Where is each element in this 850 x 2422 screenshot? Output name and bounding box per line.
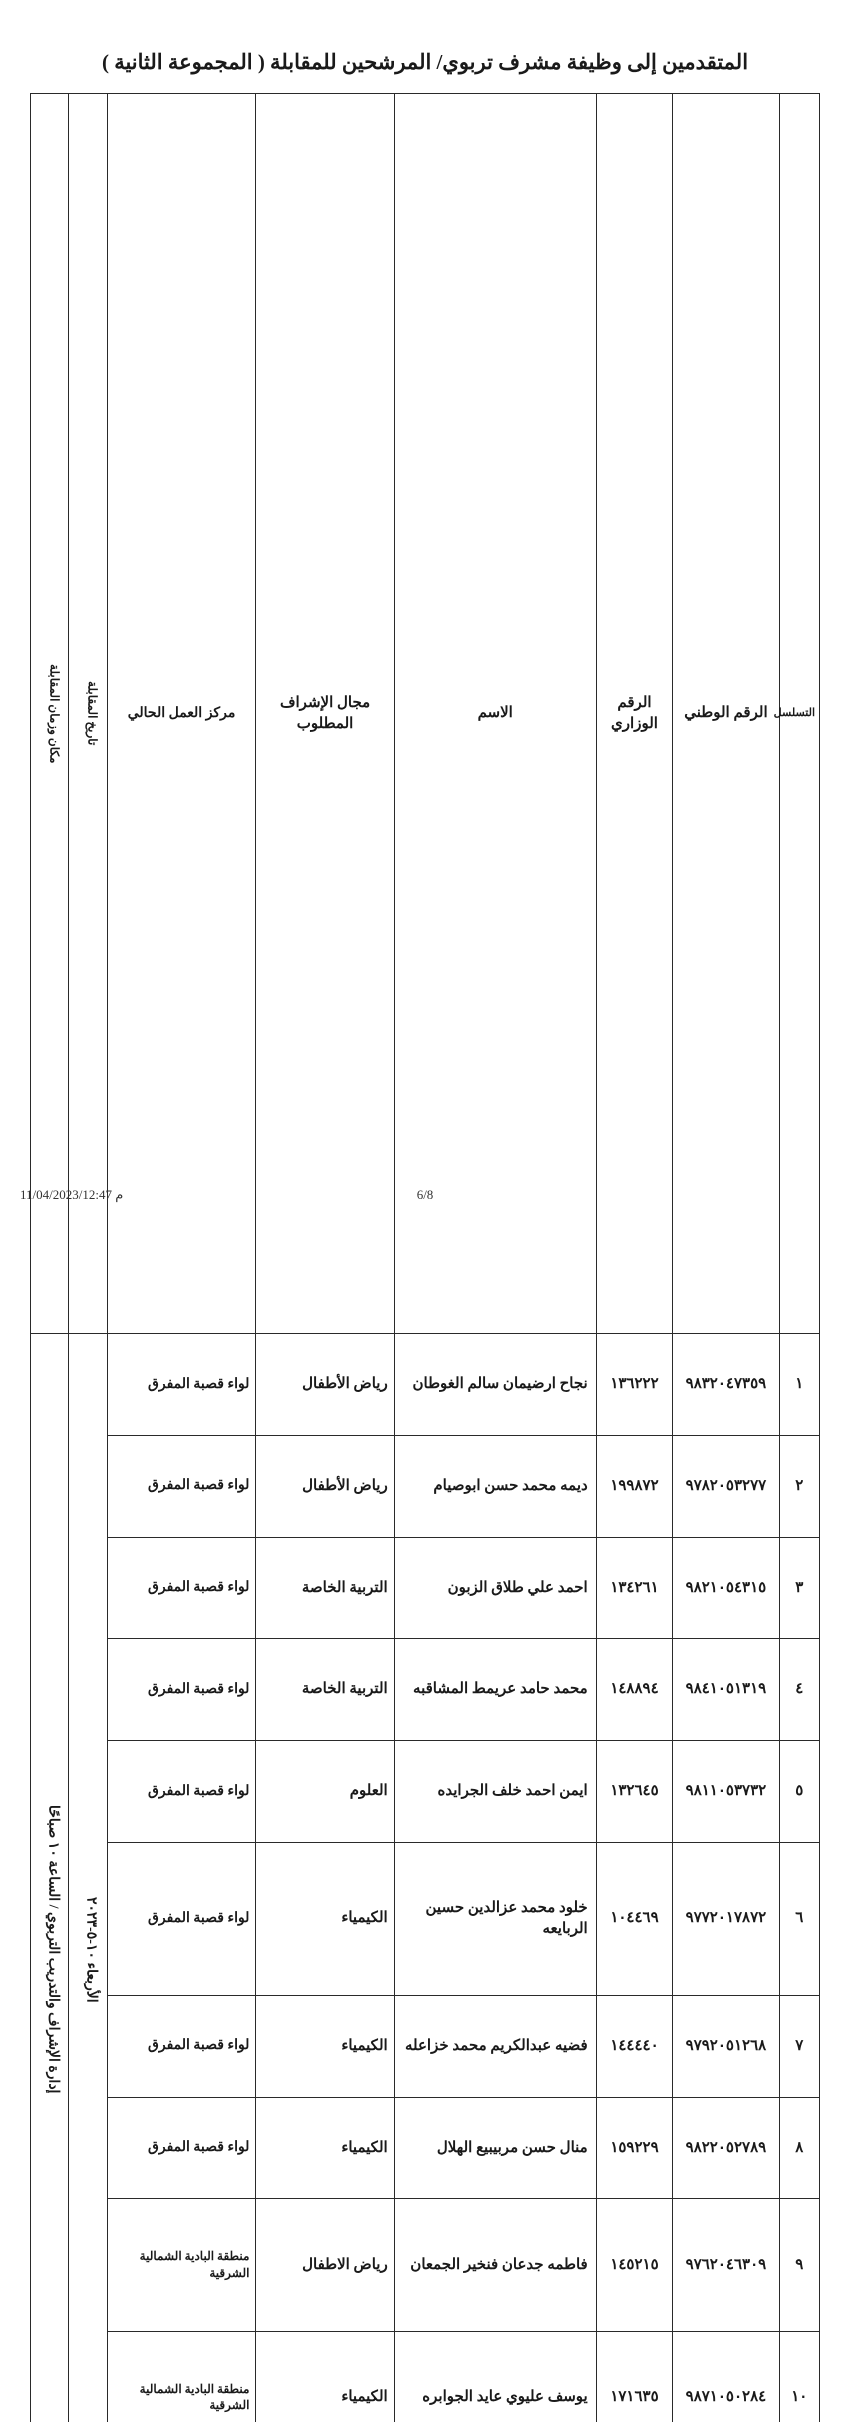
col-date: تاريخ المقابلة xyxy=(69,94,107,1334)
cell-name: نجاح ارضيمان سالم الغوطان xyxy=(394,1334,596,1436)
cell-center: لواء قصبة المفرق xyxy=(107,1639,256,1741)
cell-field: رياض الأطفال xyxy=(256,1334,394,1436)
cell-national-id: ٩٧٦٢٠٤٦٣٠٩ xyxy=(673,2199,779,2331)
cell-seq: ٨ xyxy=(779,2097,819,2199)
table-row: ٦٩٧٧٢٠١٧٨٧٢١٠٤٤٦٩خلود محمد عزالدين حسين … xyxy=(31,1843,820,1996)
cell-ministry-id: ١٣٢٦٤٥ xyxy=(596,1741,673,1843)
cell-field: التربية الخاصة xyxy=(256,1639,394,1741)
table-row: ٤٩٨٤١٠٥١٣١٩١٤٨٨٩٤محمد حامد عريمط المشاقب… xyxy=(31,1639,820,1741)
cell-center: لواء قصبة المفرق xyxy=(107,1537,256,1639)
cell-field: رياض الأطفال xyxy=(256,1435,394,1537)
cell-national-id: ٩٧٧٢٠١٧٨٧٢ xyxy=(673,1843,779,1996)
col-center: مركز العمل الحالي xyxy=(107,94,256,1334)
cell-center: لواء قصبة المفرق xyxy=(107,1995,256,2097)
cell-interview-location: إدارة الإشراف والتدريب التربوي / الساعة … xyxy=(31,1334,69,2422)
cell-ministry-id: ١٤٤٤٤٠ xyxy=(596,1995,673,2097)
cell-seq: ٣ xyxy=(779,1537,819,1639)
cell-national-id: ٩٨٧١٠٥٠٢٨٤ xyxy=(673,2331,779,2422)
interview-location-text: إدارة الإشراف والتدريب التربوي / الساعة … xyxy=(41,1344,65,2422)
cell-national-id: ٩٧٩٢٠٥١٢٦٨ xyxy=(673,1995,779,2097)
cell-field: الكيمياء xyxy=(256,2331,394,2422)
candidates-table: التسلسل الرقم الوطني الرقم الوزاري الاسم… xyxy=(30,93,820,2422)
table-row: ٢٩٧٨٢٠٥٣٢٧٧١٩٩٨٧٢ديمه محمد حسن ابوصيامري… xyxy=(31,1435,820,1537)
cell-field: الكيمياء xyxy=(256,1843,394,1996)
table-row: ٩٩٧٦٢٠٤٦٣٠٩١٤٥٢١٥فاطمه جدعان فنخير الجمع… xyxy=(31,2199,820,2331)
cell-national-id: ٩٨٢٢٠٥٢٧٨٩ xyxy=(673,2097,779,2199)
cell-center: لواء قصبة المفرق xyxy=(107,2097,256,2199)
table-body: ١٩٨٣٢٠٤٧٣٥٩١٣٦٢٢٢نجاح ارضيمان سالم الغوط… xyxy=(31,1334,820,2422)
cell-center: منطقة البادية الشمالية الشرقية xyxy=(107,2331,256,2422)
cell-name: فضيه عبدالكريم محمد خزاعله xyxy=(394,1995,596,2097)
cell-name: خلود محمد عزالدين حسين الربايعه xyxy=(394,1843,596,1996)
table-row: ١٩٨٣٢٠٤٧٣٥٩١٣٦٢٢٢نجاح ارضيمان سالم الغوط… xyxy=(31,1334,820,1436)
cell-seq: ١٠ xyxy=(779,2331,819,2422)
table-row: ١٠٩٨٧١٠٥٠٢٨٤١٧١٦٣٥يوسف عليوي عايد الجواب… xyxy=(31,2331,820,2422)
col-location: مكان وزمان المقابلة xyxy=(31,94,69,1334)
cell-center: منطقة البادية الشمالية الشرقية xyxy=(107,2199,256,2331)
cell-name: ايمن احمد خلف الجرايده xyxy=(394,1741,596,1843)
cell-interview-date: الأربعاء ١٠-٥-٢٠٢٣ xyxy=(69,1334,107,2422)
cell-name: ديمه محمد حسن ابوصيام xyxy=(394,1435,596,1537)
cell-national-id: ٩٧٨٢٠٥٣٢٧٧ xyxy=(673,1435,779,1537)
cell-seq: ٥ xyxy=(779,1741,819,1843)
cell-field: العلوم xyxy=(256,1741,394,1843)
table-row: ٨٩٨٢٢٠٥٢٧٨٩١٥٩٢٢٩منال حسن مربيبيع الهلال… xyxy=(31,2097,820,2199)
cell-field: التربية الخاصة xyxy=(256,1537,394,1639)
cell-ministry-id: ١٤٨٨٩٤ xyxy=(596,1639,673,1741)
cell-ministry-id: ١٣٤٢٦١ xyxy=(596,1537,673,1639)
cell-name: منال حسن مربيبيع الهلال xyxy=(394,2097,596,2199)
cell-field: الكيمياء xyxy=(256,2097,394,2199)
cell-ministry-id: ١٣٦٢٢٢ xyxy=(596,1334,673,1436)
cell-national-id: ٩٨٣٢٠٤٧٣٥٩ xyxy=(673,1334,779,1436)
col-national-id: الرقم الوطني xyxy=(673,94,779,1334)
cell-name: يوسف عليوي عايد الجوابره xyxy=(394,2331,596,2422)
col-ministry-id: الرقم الوزاري xyxy=(596,94,673,1334)
cell-seq: ٩ xyxy=(779,2199,819,2331)
cell-ministry-id: ١٤٥٢١٥ xyxy=(596,2199,673,2331)
interview-date-text: الأربعاء ١٠-٥-٢٠٢٣ xyxy=(79,1344,103,2422)
cell-seq: ٤ xyxy=(779,1639,819,1741)
cell-ministry-id: ١٧١٦٣٥ xyxy=(596,2331,673,2422)
cell-seq: ٢ xyxy=(779,1435,819,1537)
cell-ministry-id: ١٠٤٤٦٩ xyxy=(596,1843,673,1996)
cell-center: لواء قصبة المفرق xyxy=(107,1843,256,1996)
cell-ministry-id: ١٩٩٨٧٢ xyxy=(596,1435,673,1537)
table-row: ٧٩٧٩٢٠٥١٢٦٨١٤٤٤٤٠فضيه عبدالكريم محمد خزا… xyxy=(31,1995,820,2097)
cell-seq: ٧ xyxy=(779,1995,819,2097)
cell-national-id: ٩٨١١٠٥٣٧٣٢ xyxy=(673,1741,779,1843)
cell-seq: ١ xyxy=(779,1334,819,1436)
cell-name: احمد علي طلاق الزبون xyxy=(394,1537,596,1639)
cell-field: رياض الاطفال xyxy=(256,2199,394,2331)
cell-national-id: ٩٨٢١٠٥٤٣١٥ xyxy=(673,1537,779,1639)
table-header: التسلسل الرقم الوطني الرقم الوزاري الاسم… xyxy=(31,94,820,1334)
cell-center: لواء قصبة المفرق xyxy=(107,1435,256,1537)
cell-center: لواء قصبة المفرق xyxy=(107,1334,256,1436)
table-row: ٣٩٨٢١٠٥٤٣١٥١٣٤٢٦١احمد علي طلاق الزبونالت… xyxy=(31,1537,820,1639)
page-title: المتقدمين إلى وظيفة مشرف تربوي/ المرشحين… xyxy=(30,50,820,75)
table-row: ٥٩٨١١٠٥٣٧٣٢١٣٢٦٤٥ايمن احمد خلف الجرايدها… xyxy=(31,1741,820,1843)
footer-page-number: 6/8 xyxy=(417,1187,434,1203)
cell-seq: ٦ xyxy=(779,1843,819,1996)
col-field: مجال الإشراف المطلوب xyxy=(256,94,394,1334)
document-page: المتقدمين إلى وظيفة مشرف تربوي/ المرشحين… xyxy=(0,0,850,2422)
cell-center: لواء قصبة المفرق xyxy=(107,1741,256,1843)
cell-ministry-id: ١٥٩٢٢٩ xyxy=(596,2097,673,2199)
cell-field: الكيمياء xyxy=(256,1995,394,2097)
col-name: الاسم xyxy=(394,94,596,1334)
cell-national-id: ٩٨٤١٠٥١٣١٩ xyxy=(673,1639,779,1741)
cell-name: فاطمه جدعان فنخير الجمعان xyxy=(394,2199,596,2331)
footer-timestamp: 11/04/2023/12:47 م xyxy=(20,1187,123,1203)
col-seq: التسلسل xyxy=(779,94,819,1334)
cell-name: محمد حامد عريمط المشاقبه xyxy=(394,1639,596,1741)
